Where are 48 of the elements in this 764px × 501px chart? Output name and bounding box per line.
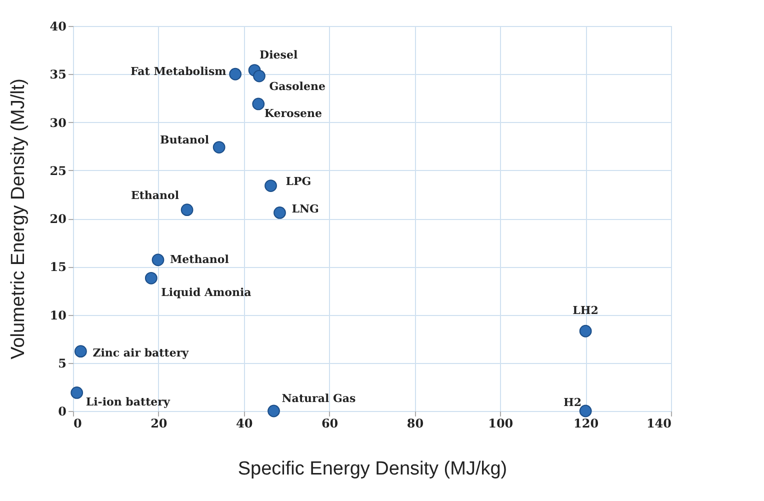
x-tick-label: 20 bbox=[150, 416, 168, 430]
annotation: Methanol bbox=[170, 252, 229, 266]
y-tick-label: 25 bbox=[50, 164, 66, 178]
x-tick-label: 80 bbox=[406, 416, 424, 430]
y-tick-label: 10 bbox=[50, 308, 66, 322]
y-tick-label: 15 bbox=[50, 260, 66, 274]
y-axis-title: Volumetric Energy Density (MJ/lt) bbox=[8, 78, 29, 360]
x-tick-label: 120 bbox=[574, 416, 599, 430]
point bbox=[579, 324, 592, 338]
annotation: LH2 bbox=[572, 304, 598, 318]
annotation: Li-ion battery bbox=[86, 396, 170, 409]
annotation: Diesel bbox=[260, 48, 298, 62]
annotation: Zinc air battery bbox=[92, 346, 190, 360]
point bbox=[253, 70, 266, 82]
y-tick-label: 40 bbox=[50, 20, 66, 34]
x-tick-label: 100 bbox=[488, 416, 514, 430]
annotation: Gasolene bbox=[269, 80, 326, 94]
point bbox=[74, 345, 87, 358]
point bbox=[144, 272, 158, 284]
point bbox=[152, 254, 164, 266]
point bbox=[180, 204, 194, 216]
annotation: Natural Gas bbox=[282, 392, 356, 405]
y-tick-label: 20 bbox=[50, 212, 66, 226]
annotation: Ethanol bbox=[130, 188, 180, 202]
annotation: Butanol bbox=[160, 133, 210, 146]
x-axis-title: Specific Energy Density (MJ/kg) bbox=[238, 458, 508, 480]
y-tick-label: 5 bbox=[58, 356, 66, 370]
x-tick-label: 140 bbox=[646, 416, 672, 430]
point bbox=[212, 141, 226, 154]
x-tick-label: 60 bbox=[321, 416, 338, 430]
annotation: LNG bbox=[292, 202, 319, 216]
point bbox=[70, 386, 84, 399]
annotation: Kerosene bbox=[264, 106, 322, 120]
point bbox=[229, 68, 242, 80]
y-tick-label: 35 bbox=[50, 68, 66, 82]
point bbox=[579, 404, 592, 418]
annotation: LPG bbox=[286, 174, 312, 188]
point bbox=[252, 98, 265, 110]
annotation: Fat Metabolism bbox=[130, 65, 227, 78]
point bbox=[268, 404, 280, 418]
y-tick-label: 0 bbox=[58, 404, 66, 418]
point bbox=[274, 206, 286, 219]
point bbox=[264, 180, 277, 192]
x-tick-label: 40 bbox=[236, 416, 253, 430]
annotation: H2 bbox=[564, 396, 582, 409]
x-tick-label: 0 bbox=[74, 416, 82, 430]
annotation: Liquid Amonia bbox=[161, 286, 252, 300]
y-tick-label: 30 bbox=[50, 116, 66, 130]
